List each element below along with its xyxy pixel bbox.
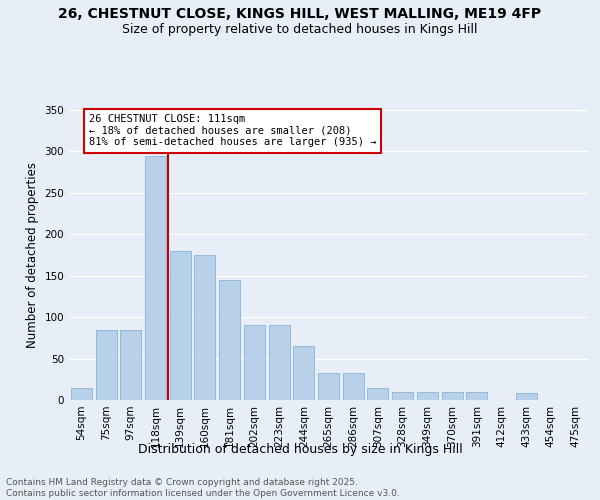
Y-axis label: Number of detached properties: Number of detached properties: [26, 162, 39, 348]
Bar: [293, 346, 314, 400]
Bar: [417, 392, 438, 400]
Bar: [466, 392, 487, 400]
Text: Size of property relative to detached houses in Kings Hill: Size of property relative to detached ho…: [122, 22, 478, 36]
Text: Distribution of detached houses by size in Kings Hill: Distribution of detached houses by size …: [137, 442, 463, 456]
Bar: [145, 156, 166, 400]
Text: 26, CHESTNUT CLOSE, KINGS HILL, WEST MALLING, ME19 4FP: 26, CHESTNUT CLOSE, KINGS HILL, WEST MAL…: [58, 8, 542, 22]
Bar: [194, 255, 215, 400]
Bar: [95, 330, 116, 400]
Bar: [392, 392, 413, 400]
Bar: [318, 374, 339, 400]
Bar: [269, 326, 290, 400]
Bar: [120, 330, 141, 400]
Bar: [343, 374, 364, 400]
Bar: [442, 392, 463, 400]
Bar: [170, 251, 191, 400]
Bar: [71, 388, 92, 400]
Text: Contains HM Land Registry data © Crown copyright and database right 2025.
Contai: Contains HM Land Registry data © Crown c…: [6, 478, 400, 498]
Bar: [516, 394, 537, 400]
Bar: [244, 326, 265, 400]
Bar: [219, 280, 240, 400]
Text: 26 CHESTNUT CLOSE: 111sqm
← 18% of detached houses are smaller (208)
81% of semi: 26 CHESTNUT CLOSE: 111sqm ← 18% of detac…: [89, 114, 376, 148]
Bar: [367, 388, 388, 400]
